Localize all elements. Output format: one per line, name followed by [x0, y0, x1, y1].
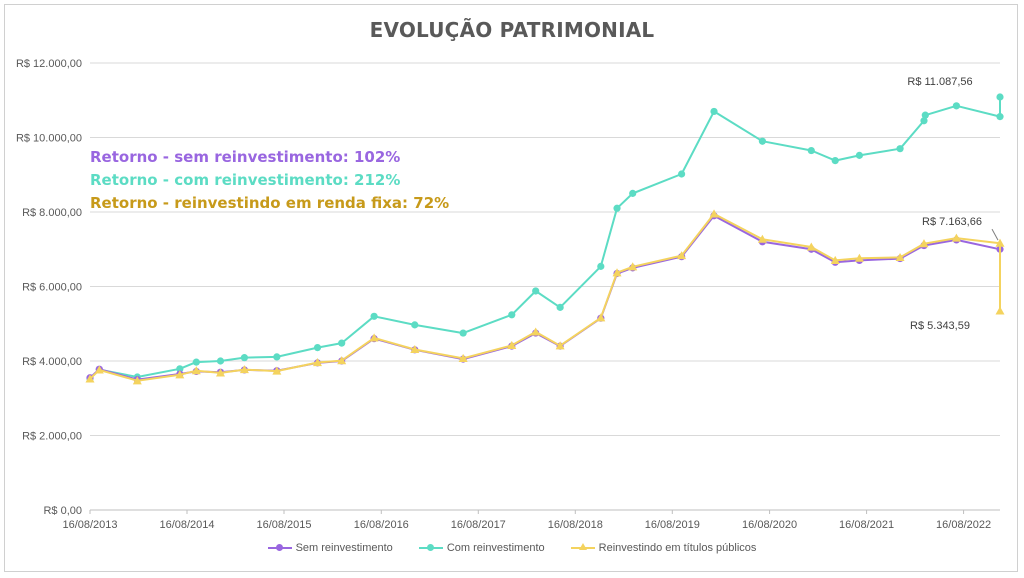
data-point — [920, 117, 928, 125]
data-point — [240, 354, 249, 362]
data-point — [831, 156, 839, 165]
data-point — [896, 145, 904, 153]
data-point — [532, 287, 540, 295]
data-point — [338, 339, 346, 347]
data-point — [192, 358, 200, 366]
x-tick-label: 16/08/2017 — [451, 519, 506, 531]
data-point — [555, 341, 565, 350]
data-point — [612, 268, 622, 277]
data-point — [556, 303, 564, 311]
data-point — [677, 251, 687, 260]
legend-swatch-com-reinvestimento — [418, 544, 443, 551]
x-tick-label: 16/08/2021 — [839, 519, 894, 531]
annotation-sem-reinvestimento: Retorno - sem reinvestimento: 102% — [90, 148, 401, 166]
x-tick-label: 16/08/2016 — [354, 519, 409, 531]
data-point — [952, 102, 961, 110]
data-point — [710, 107, 718, 116]
y-tick-label: R$ 12.000,00 — [16, 58, 82, 70]
data-label: R$ 5.343,59 — [910, 320, 970, 332]
data-point — [239, 365, 249, 374]
data-point — [313, 357, 322, 367]
chart-frame — [4, 4, 1018, 572]
legend-item-sem-reinvestimento: Sem reinvestimento — [267, 542, 393, 554]
data-point — [951, 233, 961, 242]
data-point — [919, 239, 929, 248]
data-point — [628, 262, 638, 271]
data-point — [597, 262, 605, 270]
data-point — [895, 252, 905, 262]
data-point — [176, 365, 184, 373]
data-point — [459, 329, 467, 337]
y-tick-label: R$ 8.000,00 — [22, 207, 82, 219]
data-point — [94, 365, 104, 374]
series-line-2 — [89, 212, 1001, 382]
x-tick-label: 16/08/2015 — [256, 519, 311, 531]
y-tick-label: R$ 4.000,00 — [22, 356, 82, 368]
data-point — [995, 306, 1005, 315]
data-point — [613, 204, 621, 212]
x-tick-label: 16/08/2018 — [548, 519, 603, 531]
data-point — [629, 189, 637, 197]
data-point — [313, 343, 322, 352]
data-label: R$ 11.087,56 — [907, 76, 972, 88]
data-point — [411, 321, 419, 329]
x-tick-label: 16/08/2020 — [742, 519, 797, 531]
x-tick-label: 16/08/2013 — [62, 519, 117, 531]
x-tick-label: 16/08/2014 — [159, 519, 214, 531]
data-label: R$ 7.163,66 — [922, 216, 982, 228]
legend-label-titulos-publicos: Reinvestindo em títulos públicos — [598, 542, 757, 554]
data-point — [854, 253, 864, 262]
data-point — [216, 357, 225, 365]
data-point — [596, 313, 606, 322]
legend-label-com-reinvestimento: Com reinvestimento — [446, 542, 545, 554]
data-point — [855, 151, 864, 159]
data-label-leader — [991, 228, 999, 241]
data-point — [678, 170, 686, 178]
data-point — [272, 366, 282, 375]
annotation-com-reinvestimento: Retorno - com reinvestimento: 212% — [90, 171, 401, 189]
data-point — [175, 370, 185, 379]
legend-swatch-titulos-publicos — [570, 543, 595, 550]
data-point — [996, 93, 1004, 101]
y-tick-label: R$ 2.000,00 — [22, 431, 82, 443]
data-point — [85, 374, 95, 383]
legend-label-sem-reinvestimento: Sem reinvestimento — [295, 542, 393, 554]
data-point — [508, 311, 516, 319]
x-tick-label: 16/08/2019 — [645, 519, 700, 531]
data-point — [458, 353, 468, 362]
data-point — [215, 368, 225, 377]
data-point — [369, 333, 379, 342]
chart-title: EVOLUÇÃO PATRIMONIAL — [369, 18, 655, 42]
data-point — [758, 137, 767, 145]
data-point — [806, 242, 816, 251]
legend-item-titulos-publicos: Reinvestindo em títulos públicos — [570, 542, 757, 554]
data-point — [191, 366, 201, 375]
data-point — [410, 344, 420, 354]
data-point — [370, 312, 378, 320]
legend-swatch-sem-reinvestimento — [267, 544, 292, 551]
y-tick-label: R$ 10.000,00 — [16, 133, 82, 145]
data-point — [132, 376, 142, 385]
data-point — [995, 238, 1005, 247]
data-point — [996, 113, 1004, 121]
data-point — [531, 327, 541, 336]
data-point — [921, 111, 929, 119]
data-point — [709, 209, 719, 218]
data-point — [337, 356, 347, 365]
data-point — [807, 146, 815, 155]
annotation-renda-fixa: Retorno - reinvestindo em renda fixa: 72… — [90, 194, 450, 212]
y-tick-label: R$ 0,00 — [43, 505, 82, 517]
legend-item-com-reinvestimento: Com reinvestimento — [418, 542, 545, 554]
data-point — [273, 353, 281, 361]
x-tick-label: 16/08/2022 — [936, 519, 991, 531]
data-point — [757, 234, 767, 243]
chart-legend: Sem reinvestimento Com reinvestimento Re… — [0, 542, 1024, 554]
data-point — [830, 255, 840, 265]
data-point — [507, 340, 517, 349]
y-tick-label: R$ 6.000,00 — [22, 282, 82, 294]
